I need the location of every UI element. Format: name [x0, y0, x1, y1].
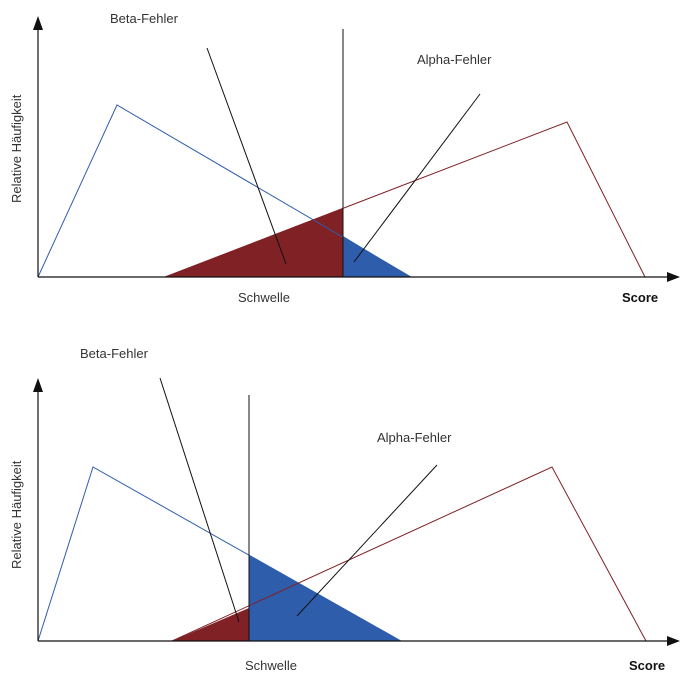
alpha-pointer-line: [297, 465, 437, 616]
alpha-error-label: Alpha-Fehler: [377, 430, 452, 445]
y-axis-arrow: [33, 16, 43, 30]
x-axis-arrow: [667, 636, 680, 646]
beta-error-label: Beta-Fehler: [110, 11, 179, 26]
panel-top: Beta-Fehler Alpha-Fehler Schwelle Score …: [9, 11, 680, 305]
x-axis-label: Score: [629, 658, 665, 673]
x-axis-label: Score: [622, 290, 658, 305]
panel-bottom: Beta-Fehler Alpha-Fehler Schwelle Score …: [9, 346, 680, 673]
beta-pointer-line: [207, 48, 286, 264]
alpha-pointer-line: [354, 94, 480, 262]
beta-error-label: Beta-Fehler: [80, 346, 149, 361]
beta-pointer-line: [160, 378, 239, 622]
alpha-error-label: Alpha-Fehler: [417, 52, 492, 67]
y-axis-label: Relative Häufigkeit: [9, 460, 24, 569]
x-axis-arrow: [667, 272, 680, 282]
y-axis-arrow: [33, 378, 43, 392]
threshold-label: Schwelle: [245, 658, 297, 673]
threshold-label: Schwelle: [238, 290, 290, 305]
y-axis-label: Relative Häufigkeit: [9, 94, 24, 203]
